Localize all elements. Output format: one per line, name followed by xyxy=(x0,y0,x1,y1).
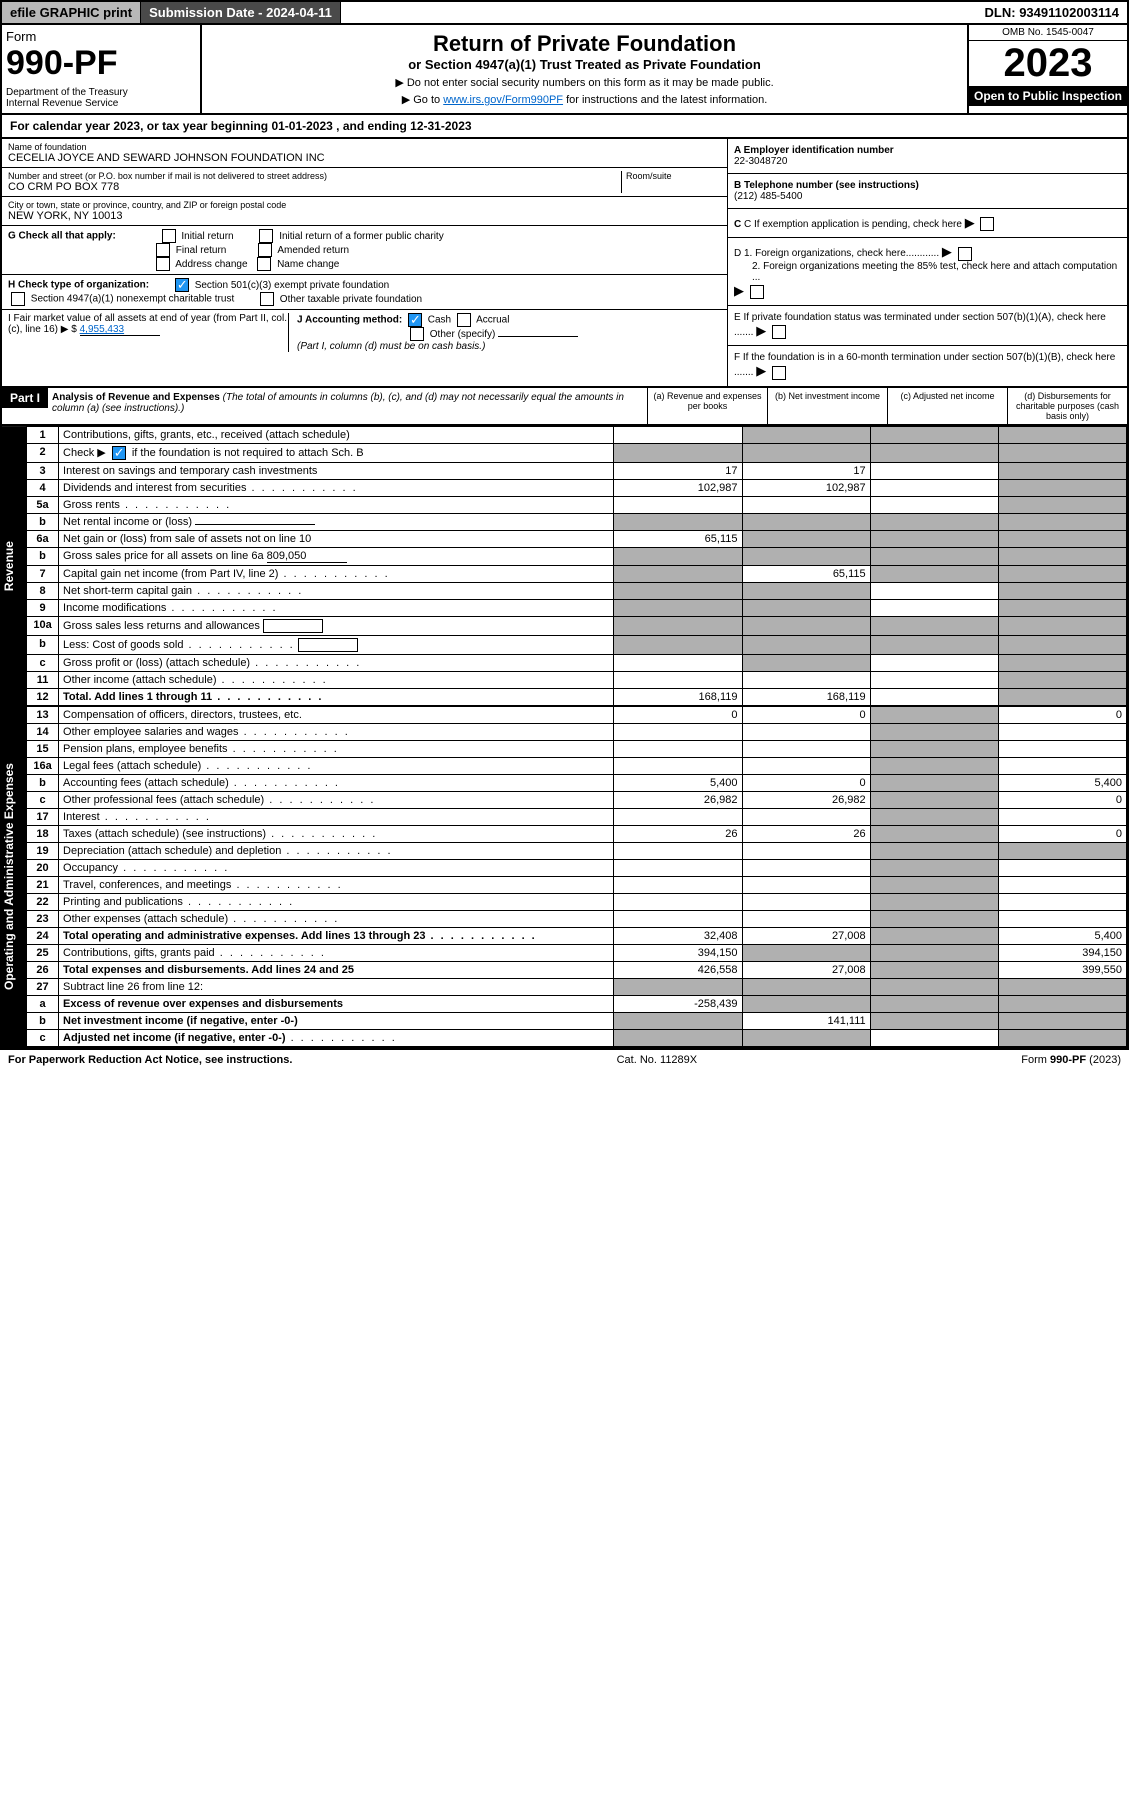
form-link[interactable]: www.irs.gov/Form990PF xyxy=(443,94,563,106)
addr-val: CO CRM PO BOX 778 xyxy=(8,181,621,193)
f-row: F If the foundation is in a 60-month ter… xyxy=(728,346,1127,385)
open-inspection: Open to Public Inspection xyxy=(969,86,1127,106)
part1-header: Part I Analysis of Revenue and Expenses … xyxy=(0,388,1129,426)
form-note1: ▶ Do not enter social security numbers o… xyxy=(208,76,961,89)
footer-right: Form 990-PF (2023) xyxy=(1021,1054,1121,1066)
subdate: Submission Date - 2024-04-11 xyxy=(141,2,341,23)
form-header: Form 990-PF Department of the Treasury I… xyxy=(0,25,1129,115)
entity-block: Name of foundation CECELIA JOYCE AND SEW… xyxy=(0,139,1129,388)
dept: Department of the Treasury Internal Reve… xyxy=(6,87,196,109)
form-word: Form xyxy=(6,29,196,44)
col-b: (b) Net investment income xyxy=(767,388,887,424)
chk-501c3[interactable] xyxy=(175,278,189,292)
city-label: City or town, state or province, country… xyxy=(8,200,721,210)
chk-f[interactable] xyxy=(772,366,786,380)
addr-label: Number and street (or P.O. box number if… xyxy=(8,171,621,181)
name-label: Name of foundation xyxy=(8,142,721,152)
b-val: (212) 485-5400 xyxy=(734,191,1121,202)
chk-name[interactable] xyxy=(257,257,271,271)
b-label: B Telephone number (see instructions) xyxy=(734,180,1121,191)
chk-e[interactable] xyxy=(772,325,786,339)
chk-former[interactable] xyxy=(259,229,273,243)
fmv-val[interactable]: 4,955,433 xyxy=(80,324,160,336)
col-a: (a) Revenue and expenses per books xyxy=(647,388,767,424)
revenue-table: 1Contributions, gifts, grants, etc., rec… xyxy=(26,426,1127,706)
e-row: E If private foundation status was termi… xyxy=(728,306,1127,346)
a-val: 22-3048720 xyxy=(734,156,1121,167)
omb: OMB No. 1545-0047 xyxy=(969,25,1127,41)
form-number: 990-PF xyxy=(6,44,196,83)
col-c: (c) Adjusted net income xyxy=(887,388,1007,424)
footer-left: For Paperwork Reduction Act Notice, see … xyxy=(8,1054,292,1066)
chk-addr[interactable] xyxy=(156,257,170,271)
year: 2023 xyxy=(969,41,1127,86)
section-ij: I Fair market value of all assets at end… xyxy=(2,310,727,355)
d-row: D 1. Foreign organizations, check here..… xyxy=(728,238,1127,306)
form-title: Return of Private Foundation xyxy=(208,31,961,57)
chk-4947[interactable] xyxy=(11,292,25,306)
form-subtitle: or Section 4947(a)(1) Trust Treated as P… xyxy=(208,57,961,72)
top-bar: efile GRAPHIC print Submission Date - 20… xyxy=(0,0,1129,25)
form-note2: ▶ Go to www.irs.gov/Form990PF for instru… xyxy=(208,93,961,106)
c-row: C C If exemption application is pending,… xyxy=(728,209,1127,238)
revenue-sidebar: Revenue xyxy=(2,426,26,706)
room-label: Room/suite xyxy=(626,171,721,181)
section-g: G Check all that apply: Initial return I… xyxy=(2,226,727,275)
footer: For Paperwork Reduction Act Notice, see … xyxy=(0,1049,1129,1070)
a-label: A Employer identification number xyxy=(734,145,1121,156)
chk-other-acct[interactable] xyxy=(410,327,424,341)
chk-accrual[interactable] xyxy=(457,313,471,327)
chk-d2[interactable] xyxy=(750,285,764,299)
col-d: (d) Disbursements for charitable purpose… xyxy=(1007,388,1127,424)
chk-cash[interactable] xyxy=(408,313,422,327)
chk-d1[interactable] xyxy=(958,247,972,261)
section-h: H Check type of organization: Section 50… xyxy=(2,275,727,310)
expenses-table: 13Compensation of officers, directors, t… xyxy=(26,706,1127,1047)
chk-initial[interactable] xyxy=(162,229,176,243)
name-val: CECELIA JOYCE AND SEWARD JOHNSON FOUNDAT… xyxy=(8,152,721,164)
city-val: NEW YORK, NY 10013 xyxy=(8,210,721,222)
efile-label: efile GRAPHIC print xyxy=(2,2,141,23)
chk-final[interactable] xyxy=(156,243,170,257)
chk-schb[interactable] xyxy=(112,446,126,460)
chk-c[interactable] xyxy=(980,217,994,231)
chk-amended[interactable] xyxy=(258,243,272,257)
chk-other-tax[interactable] xyxy=(260,292,274,306)
expenses-sidebar: Operating and Administrative Expenses xyxy=(2,706,26,1047)
period: For calendar year 2023, or tax year begi… xyxy=(0,115,1129,139)
dln: DLN: 93491102003114 xyxy=(977,2,1127,23)
footer-mid: Cat. No. 11289X xyxy=(617,1054,698,1066)
